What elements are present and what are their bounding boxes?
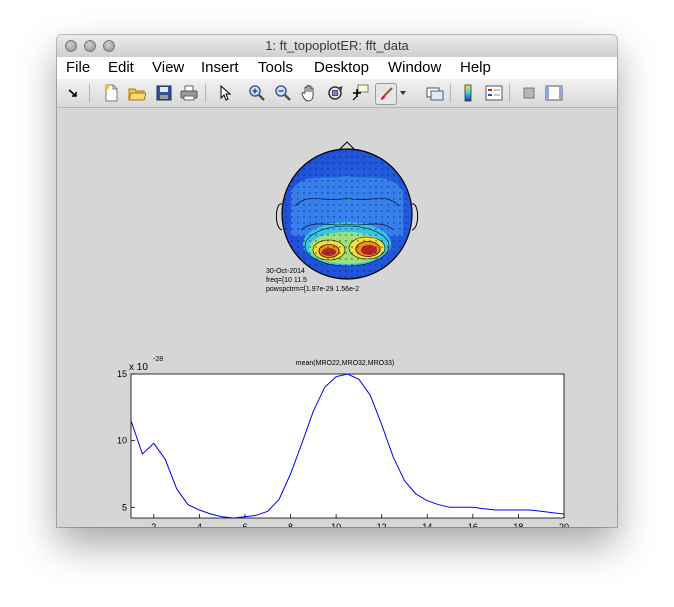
minimize-window-icon[interactable] <box>84 40 96 52</box>
data-cursor-icon[interactable] <box>350 83 370 103</box>
new-figure-icon[interactable] <box>101 83 121 103</box>
figure-canvas[interactable]: 30-Oct-2014 freq=[10 11.5 powspctrm=[1.9… <box>57 108 617 527</box>
x-tick-label: 8 <box>288 522 293 527</box>
save-icon[interactable] <box>154 83 174 103</box>
y-multiplier: x 10 <box>129 362 148 373</box>
y-exponent: -28 <box>153 356 164 363</box>
y-tick-label: 15 <box>117 369 127 379</box>
x-tick-label: 14 <box>422 522 432 527</box>
topoplot-freq: freq=[10 11.5 <box>266 277 307 284</box>
hide-plot-tools-icon[interactable] <box>519 83 539 103</box>
zoom-window-icon[interactable] <box>103 40 115 52</box>
series-line <box>130 373 565 519</box>
topoplot-date: 30-Oct-2014 <box>266 268 305 275</box>
x-tick-label: 4 <box>197 522 202 527</box>
y-tick-label: 5 <box>122 502 127 512</box>
print-icon[interactable] <box>179 83 199 103</box>
x-tick-label: 6 <box>242 522 247 527</box>
rotate-3d-icon[interactable] <box>325 83 345 103</box>
x-tick-label: 16 <box>468 522 478 527</box>
zoom-in-icon[interactable] <box>247 83 267 103</box>
line-chart[interactable]: 2 4 6 8 10 12 14 16 18 20 5 10 15 <box>57 366 617 527</box>
legend-icon[interactable] <box>484 83 504 103</box>
y-tick-label: 10 <box>117 436 127 446</box>
brush-dropdown-icon[interactable] <box>398 83 408 103</box>
x-tick-label: 10 <box>331 522 341 527</box>
menu-view[interactable]: View <box>152 59 185 76</box>
plot-area <box>130 373 565 519</box>
figure-window: 1: ft_topoplotER: fft_data File Edit Vie… <box>57 35 617 527</box>
pan-hand-icon[interactable] <box>299 83 319 103</box>
menu-window[interactable]: Window <box>388 59 442 76</box>
menu-edit[interactable]: Edit <box>108 59 134 76</box>
x-tick-label: 2 <box>151 522 156 527</box>
menu-tools[interactable]: Tools <box>258 59 294 76</box>
show-plot-tools-icon[interactable] <box>544 83 564 103</box>
topoplot-head <box>275 141 419 280</box>
link-plot-icon[interactable] <box>425 83 445 103</box>
title-bar[interactable]: 1: ft_topoplotER: fft_data <box>57 35 617 58</box>
pointer-icon[interactable] <box>215 83 235 103</box>
figure-toolbar <box>57 79 617 108</box>
menu-insert[interactable]: Insert <box>201 59 239 76</box>
menu-desktop[interactable]: Desktop <box>314 59 370 76</box>
dock-arrow-icon[interactable] <box>63 83 83 103</box>
x-tick-label: 12 <box>377 522 387 527</box>
menu-help[interactable]: Help <box>460 59 491 76</box>
chart-title: mean(MRO22,MRO32,MRO33) <box>295 360 395 367</box>
menu-bar: File Edit View Insert Tools Desktop Wind… <box>57 57 617 80</box>
brush-icon[interactable] <box>375 83 397 105</box>
colorbar-icon[interactable] <box>458 83 478 103</box>
zoom-out-icon[interactable] <box>273 83 293 103</box>
open-file-icon[interactable] <box>127 83 147 103</box>
close-window-icon[interactable] <box>65 40 77 52</box>
x-tick-label: 20 <box>559 522 569 527</box>
menu-file[interactable]: File <box>66 59 91 76</box>
x-tick-label: 18 <box>513 522 523 527</box>
window-title: 1: ft_topoplotER: fft_data <box>265 38 409 53</box>
topoplot-powspctrm: powspctrm=[1.97e-29 1.56e-2 <box>266 286 360 293</box>
